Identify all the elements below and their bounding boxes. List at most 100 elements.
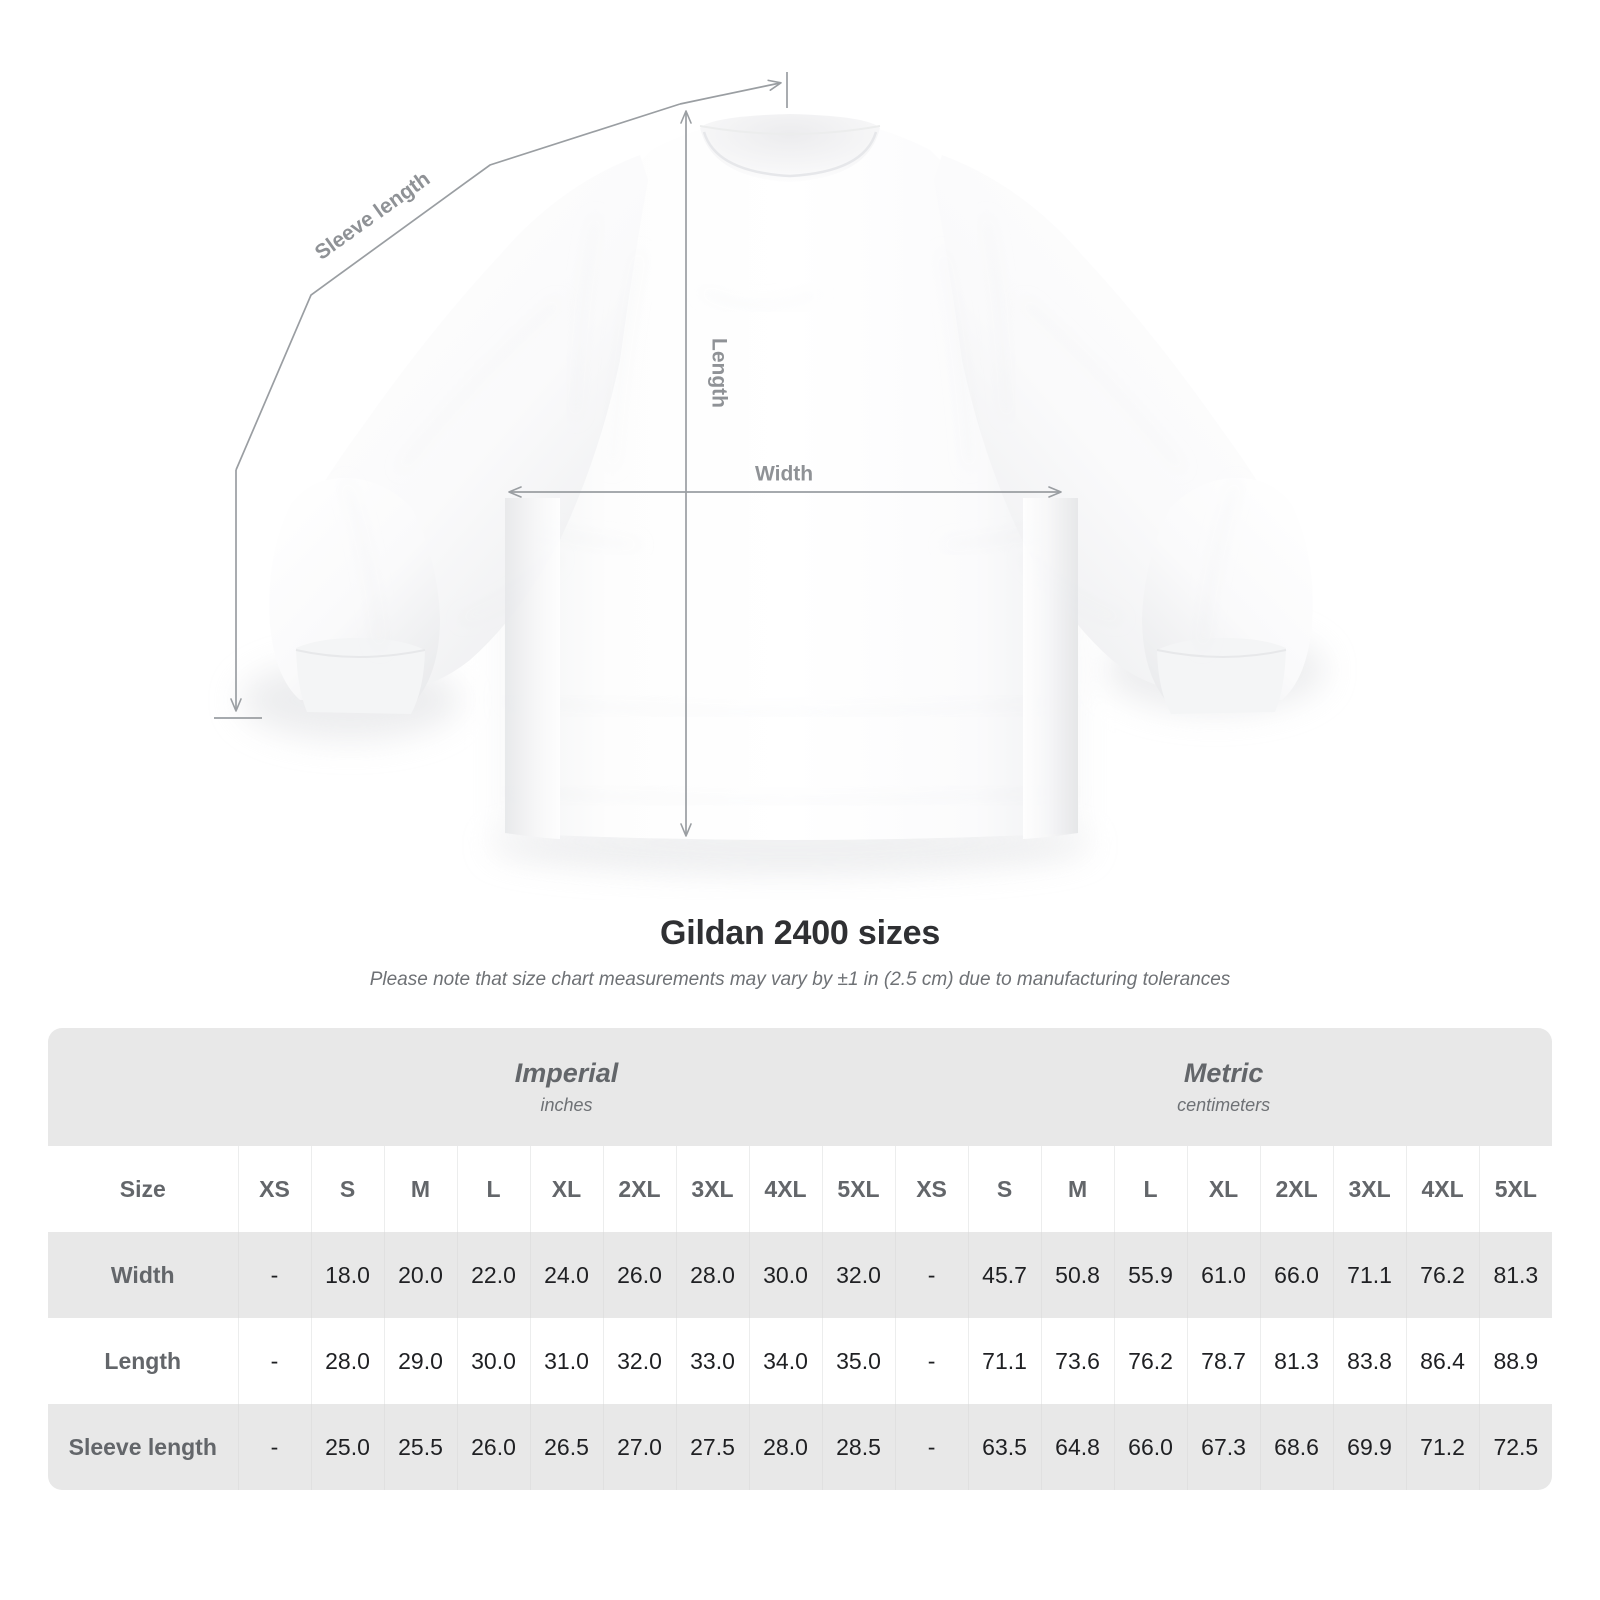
cell-sleeve-imperial-4xl: 28.0 bbox=[748, 1404, 822, 1490]
cell-length-imperial-5xl: 35.0 bbox=[821, 1318, 896, 1404]
unit-sub-imperial: inches bbox=[540, 1095, 593, 1115]
cell-sleeve-metric-4xl: 71.2 bbox=[1405, 1404, 1480, 1490]
sleeve-length-dimension-arrow bbox=[214, 72, 788, 719]
fabric-folds bbox=[343, 214, 1239, 803]
cell-sleeve-metric-l: 66.0 bbox=[1113, 1404, 1188, 1490]
width-label: Width bbox=[755, 463, 813, 486]
size-header-metric-l: L bbox=[1113, 1146, 1188, 1232]
long-sleeve-shirt-illustration bbox=[269, 114, 1313, 840]
size-header-imperial-m: M bbox=[383, 1146, 457, 1232]
cell-sleeve-imperial-xs: - bbox=[237, 1404, 311, 1490]
cell-width-metric-l: 55.9 bbox=[1113, 1232, 1188, 1318]
size-header-metric-s: S bbox=[967, 1146, 1042, 1232]
cell-length-imperial-xs: - bbox=[237, 1318, 311, 1404]
cell-sleeve-imperial-3xl: 27.5 bbox=[675, 1404, 749, 1490]
cell-length-imperial-s: 28.0 bbox=[310, 1318, 384, 1404]
cell-width-metric-xs: - bbox=[894, 1232, 969, 1318]
cell-sleeve-metric-xs: - bbox=[894, 1404, 969, 1490]
cell-sleeve-metric-2xl: 68.6 bbox=[1259, 1404, 1334, 1490]
cell-length-imperial-3xl: 33.0 bbox=[675, 1318, 749, 1404]
cell-sleeve-metric-m: 64.8 bbox=[1040, 1404, 1115, 1490]
title-block: Gildan 2400 sizes Please note that size … bbox=[0, 912, 1600, 992]
cell-width-metric-m: 50.8 bbox=[1040, 1232, 1115, 1318]
cell-length-imperial-4xl: 34.0 bbox=[748, 1318, 822, 1404]
unit-header-spacer bbox=[48, 1028, 238, 1146]
cell-sleeve-imperial-5xl: 28.5 bbox=[821, 1404, 896, 1490]
row-label-sleeve-length: Sleeve length bbox=[48, 1404, 238, 1490]
unit-header-imperial: Imperial inches bbox=[238, 1028, 896, 1146]
size-header-imperial-5xl: 5XL bbox=[821, 1146, 896, 1232]
cell-width-imperial-2xl: 26.0 bbox=[602, 1232, 676, 1318]
size-header-imperial-s: S bbox=[310, 1146, 384, 1232]
cell-width-imperial-xs: - bbox=[237, 1232, 311, 1318]
size-header-metric-4xl: 4XL bbox=[1405, 1146, 1480, 1232]
collar bbox=[699, 114, 881, 182]
cell-width-metric-3xl: 71.1 bbox=[1332, 1232, 1407, 1318]
cell-width-imperial-xl: 24.0 bbox=[529, 1232, 603, 1318]
size-header-imperial-4xl: 4XL bbox=[748, 1146, 822, 1232]
cell-sleeve-imperial-2xl: 27.0 bbox=[602, 1404, 676, 1490]
page-title: Gildan 2400 sizes bbox=[659, 914, 941, 952]
size-header-metric-m: M bbox=[1040, 1146, 1115, 1232]
cell-sleeve-imperial-m: 25.5 bbox=[383, 1404, 457, 1490]
cell-length-metric-xl: 78.7 bbox=[1186, 1318, 1261, 1404]
cell-width-metric-xl: 61.0 bbox=[1186, 1232, 1261, 1318]
size-header-label: Size bbox=[48, 1146, 238, 1232]
cell-width-imperial-3xl: 28.0 bbox=[675, 1232, 749, 1318]
garment-measurement-diagram: Sleeve length Length Width bbox=[214, 72, 1325, 871]
cell-width-metric-2xl: 66.0 bbox=[1259, 1232, 1334, 1318]
unit-name-imperial: Imperial bbox=[514, 1058, 619, 1088]
size-header-imperial-2xl: 2XL bbox=[602, 1146, 676, 1232]
cell-length-imperial-xl: 31.0 bbox=[529, 1318, 603, 1404]
unit-name-metric: Metric bbox=[1183, 1058, 1264, 1088]
tolerance-note: Please note that size chart measurements… bbox=[369, 969, 1231, 990]
size-header-metric-xs: XS bbox=[894, 1146, 969, 1232]
row-label-length: Length bbox=[48, 1318, 238, 1404]
size-header-metric-3xl: 3XL bbox=[1332, 1146, 1407, 1232]
cell-length-metric-3xl: 83.8 bbox=[1332, 1318, 1407, 1404]
size-table-container: Imperial inches Metric centimeters Size … bbox=[48, 1028, 1553, 1490]
cell-length-metric-xs: - bbox=[894, 1318, 969, 1404]
cell-sleeve-imperial-s: 25.0 bbox=[310, 1404, 384, 1490]
size-header-imperial-xs: XS bbox=[237, 1146, 311, 1232]
table-row: Length - 28.0 29.0 30.0 31.0 32.0 33.0 3… bbox=[48, 1318, 1553, 1404]
table-row: Width - 18.0 20.0 22.0 24.0 26.0 28.0 30… bbox=[48, 1232, 1553, 1318]
cell-width-metric-4xl: 76.2 bbox=[1405, 1232, 1480, 1318]
cell-length-metric-2xl: 81.3 bbox=[1259, 1318, 1334, 1404]
unit-header-metric: Metric centimeters bbox=[895, 1028, 1553, 1146]
cell-sleeve-imperial-l: 26.0 bbox=[456, 1404, 530, 1490]
cell-sleeve-metric-5xl: 72.5 bbox=[1478, 1404, 1553, 1490]
unit-header-row: Imperial inches Metric centimeters bbox=[48, 1028, 1553, 1146]
cell-length-imperial-m: 29.0 bbox=[383, 1318, 457, 1404]
row-label-width: Width bbox=[48, 1232, 238, 1318]
table-row: Sleeve length - 25.0 25.5 26.0 26.5 27.0… bbox=[48, 1404, 1553, 1490]
cell-width-imperial-4xl: 30.0 bbox=[748, 1232, 822, 1318]
cell-length-metric-l: 76.2 bbox=[1113, 1318, 1188, 1404]
size-table: Imperial inches Metric centimeters Size … bbox=[48, 1028, 1553, 1490]
cell-sleeve-metric-s: 63.5 bbox=[967, 1404, 1042, 1490]
cell-sleeve-imperial-xl: 26.5 bbox=[529, 1404, 603, 1490]
cell-width-imperial-l: 22.0 bbox=[456, 1232, 530, 1318]
cell-length-imperial-2xl: 32.0 bbox=[602, 1318, 676, 1404]
size-header-metric-2xl: 2XL bbox=[1259, 1146, 1334, 1232]
size-header-metric-5xl: 5XL bbox=[1478, 1146, 1553, 1232]
size-header-metric-xl: XL bbox=[1186, 1146, 1261, 1232]
size-header-imperial-l: L bbox=[456, 1146, 530, 1232]
cell-length-metric-4xl: 86.4 bbox=[1405, 1318, 1480, 1404]
cell-length-imperial-l: 30.0 bbox=[456, 1318, 530, 1404]
cell-width-imperial-s: 18.0 bbox=[310, 1232, 384, 1318]
cell-length-metric-s: 71.1 bbox=[967, 1318, 1042, 1404]
size-header-imperial-3xl: 3XL bbox=[675, 1146, 749, 1232]
measurement-annotations bbox=[214, 72, 1062, 837]
cell-width-imperial-5xl: 32.0 bbox=[821, 1232, 896, 1318]
cell-width-metric-5xl: 81.3 bbox=[1478, 1232, 1553, 1318]
cell-width-metric-s: 45.7 bbox=[967, 1232, 1042, 1318]
length-label: Length bbox=[707, 338, 730, 408]
size-header-imperial-xl: XL bbox=[529, 1146, 603, 1232]
size-header-row: Size XS S M L XL 2XL 3XL 4XL 5XL XS S M … bbox=[48, 1146, 1553, 1232]
cell-length-metric-5xl: 88.9 bbox=[1478, 1318, 1553, 1404]
cell-sleeve-metric-3xl: 69.9 bbox=[1332, 1404, 1407, 1490]
cell-length-metric-m: 73.6 bbox=[1040, 1318, 1115, 1404]
unit-sub-metric: centimeters bbox=[1177, 1095, 1271, 1115]
